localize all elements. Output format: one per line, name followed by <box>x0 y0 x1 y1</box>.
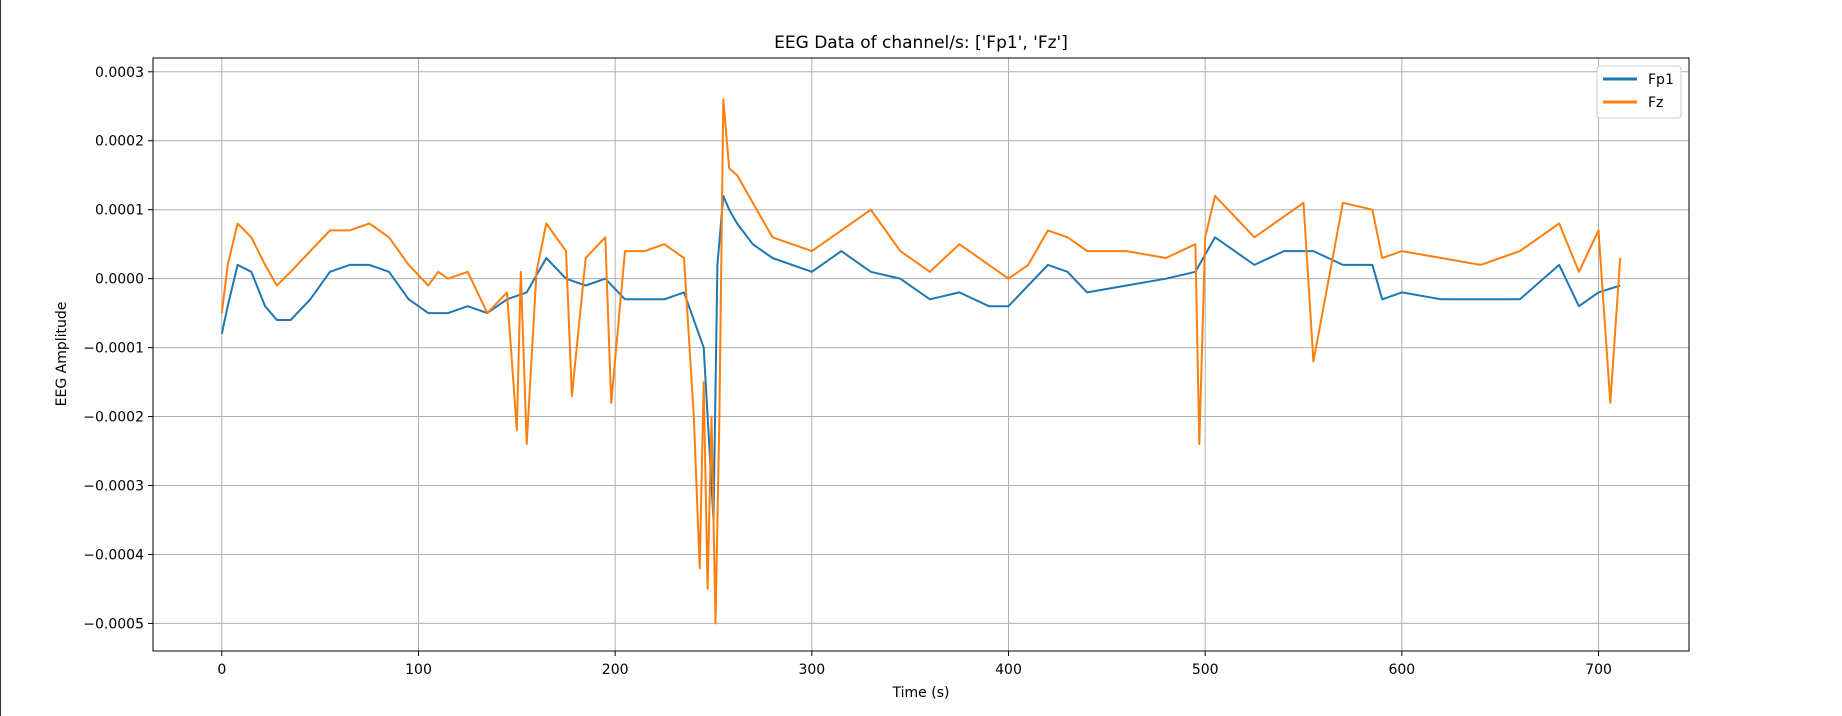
x-tick-label: 500 <box>1192 662 1219 678</box>
grid-lines <box>153 58 1689 651</box>
y-tick-label: −0.0005 <box>83 616 144 632</box>
plot-frame <box>152 57 1690 652</box>
y-tick-label: 0.0002 <box>95 134 144 150</box>
x-tick-label: 0 <box>217 662 226 678</box>
y-tick-label: −0.0001 <box>83 341 144 357</box>
x-axis-label: Time (s) <box>892 685 950 701</box>
x-tick-label: 200 <box>602 662 629 678</box>
x-tick-label: 400 <box>995 662 1022 678</box>
x-tick-label: 600 <box>1388 662 1415 678</box>
chart-title: EEG Data of channel/s: ['Fp1', 'Fz'] <box>774 33 1068 53</box>
legend-label-fp1: Fp1 <box>1648 72 1674 88</box>
x-tick-label: 700 <box>1585 662 1612 678</box>
series-layer <box>220 98 1622 625</box>
y-tick-label: 0.0000 <box>95 272 144 288</box>
y-tick-label: −0.0004 <box>83 547 144 563</box>
series-line-fz <box>220 98 1622 625</box>
y-tick-label: 0.0001 <box>95 203 144 219</box>
legend-label-fz: Fz <box>1648 95 1663 111</box>
series-line-fp1 <box>220 194 1621 521</box>
x-tick-label: 100 <box>405 662 432 678</box>
y-axis-label: EEG Amplitude <box>54 302 70 407</box>
tick-layer: 0 100 200 300 400 500 600 700 −0.0005 −0.0004 −0.0… <box>83 65 1612 678</box>
window-left-border <box>0 0 1 716</box>
y-tick-label: −0.0002 <box>83 410 144 426</box>
x-tick-label: 300 <box>798 662 825 678</box>
y-tick-label: 0.0003 <box>95 65 144 81</box>
y-tick-label: −0.0003 <box>83 479 144 495</box>
legend: Fp1 Fz <box>1596 65 1682 119</box>
